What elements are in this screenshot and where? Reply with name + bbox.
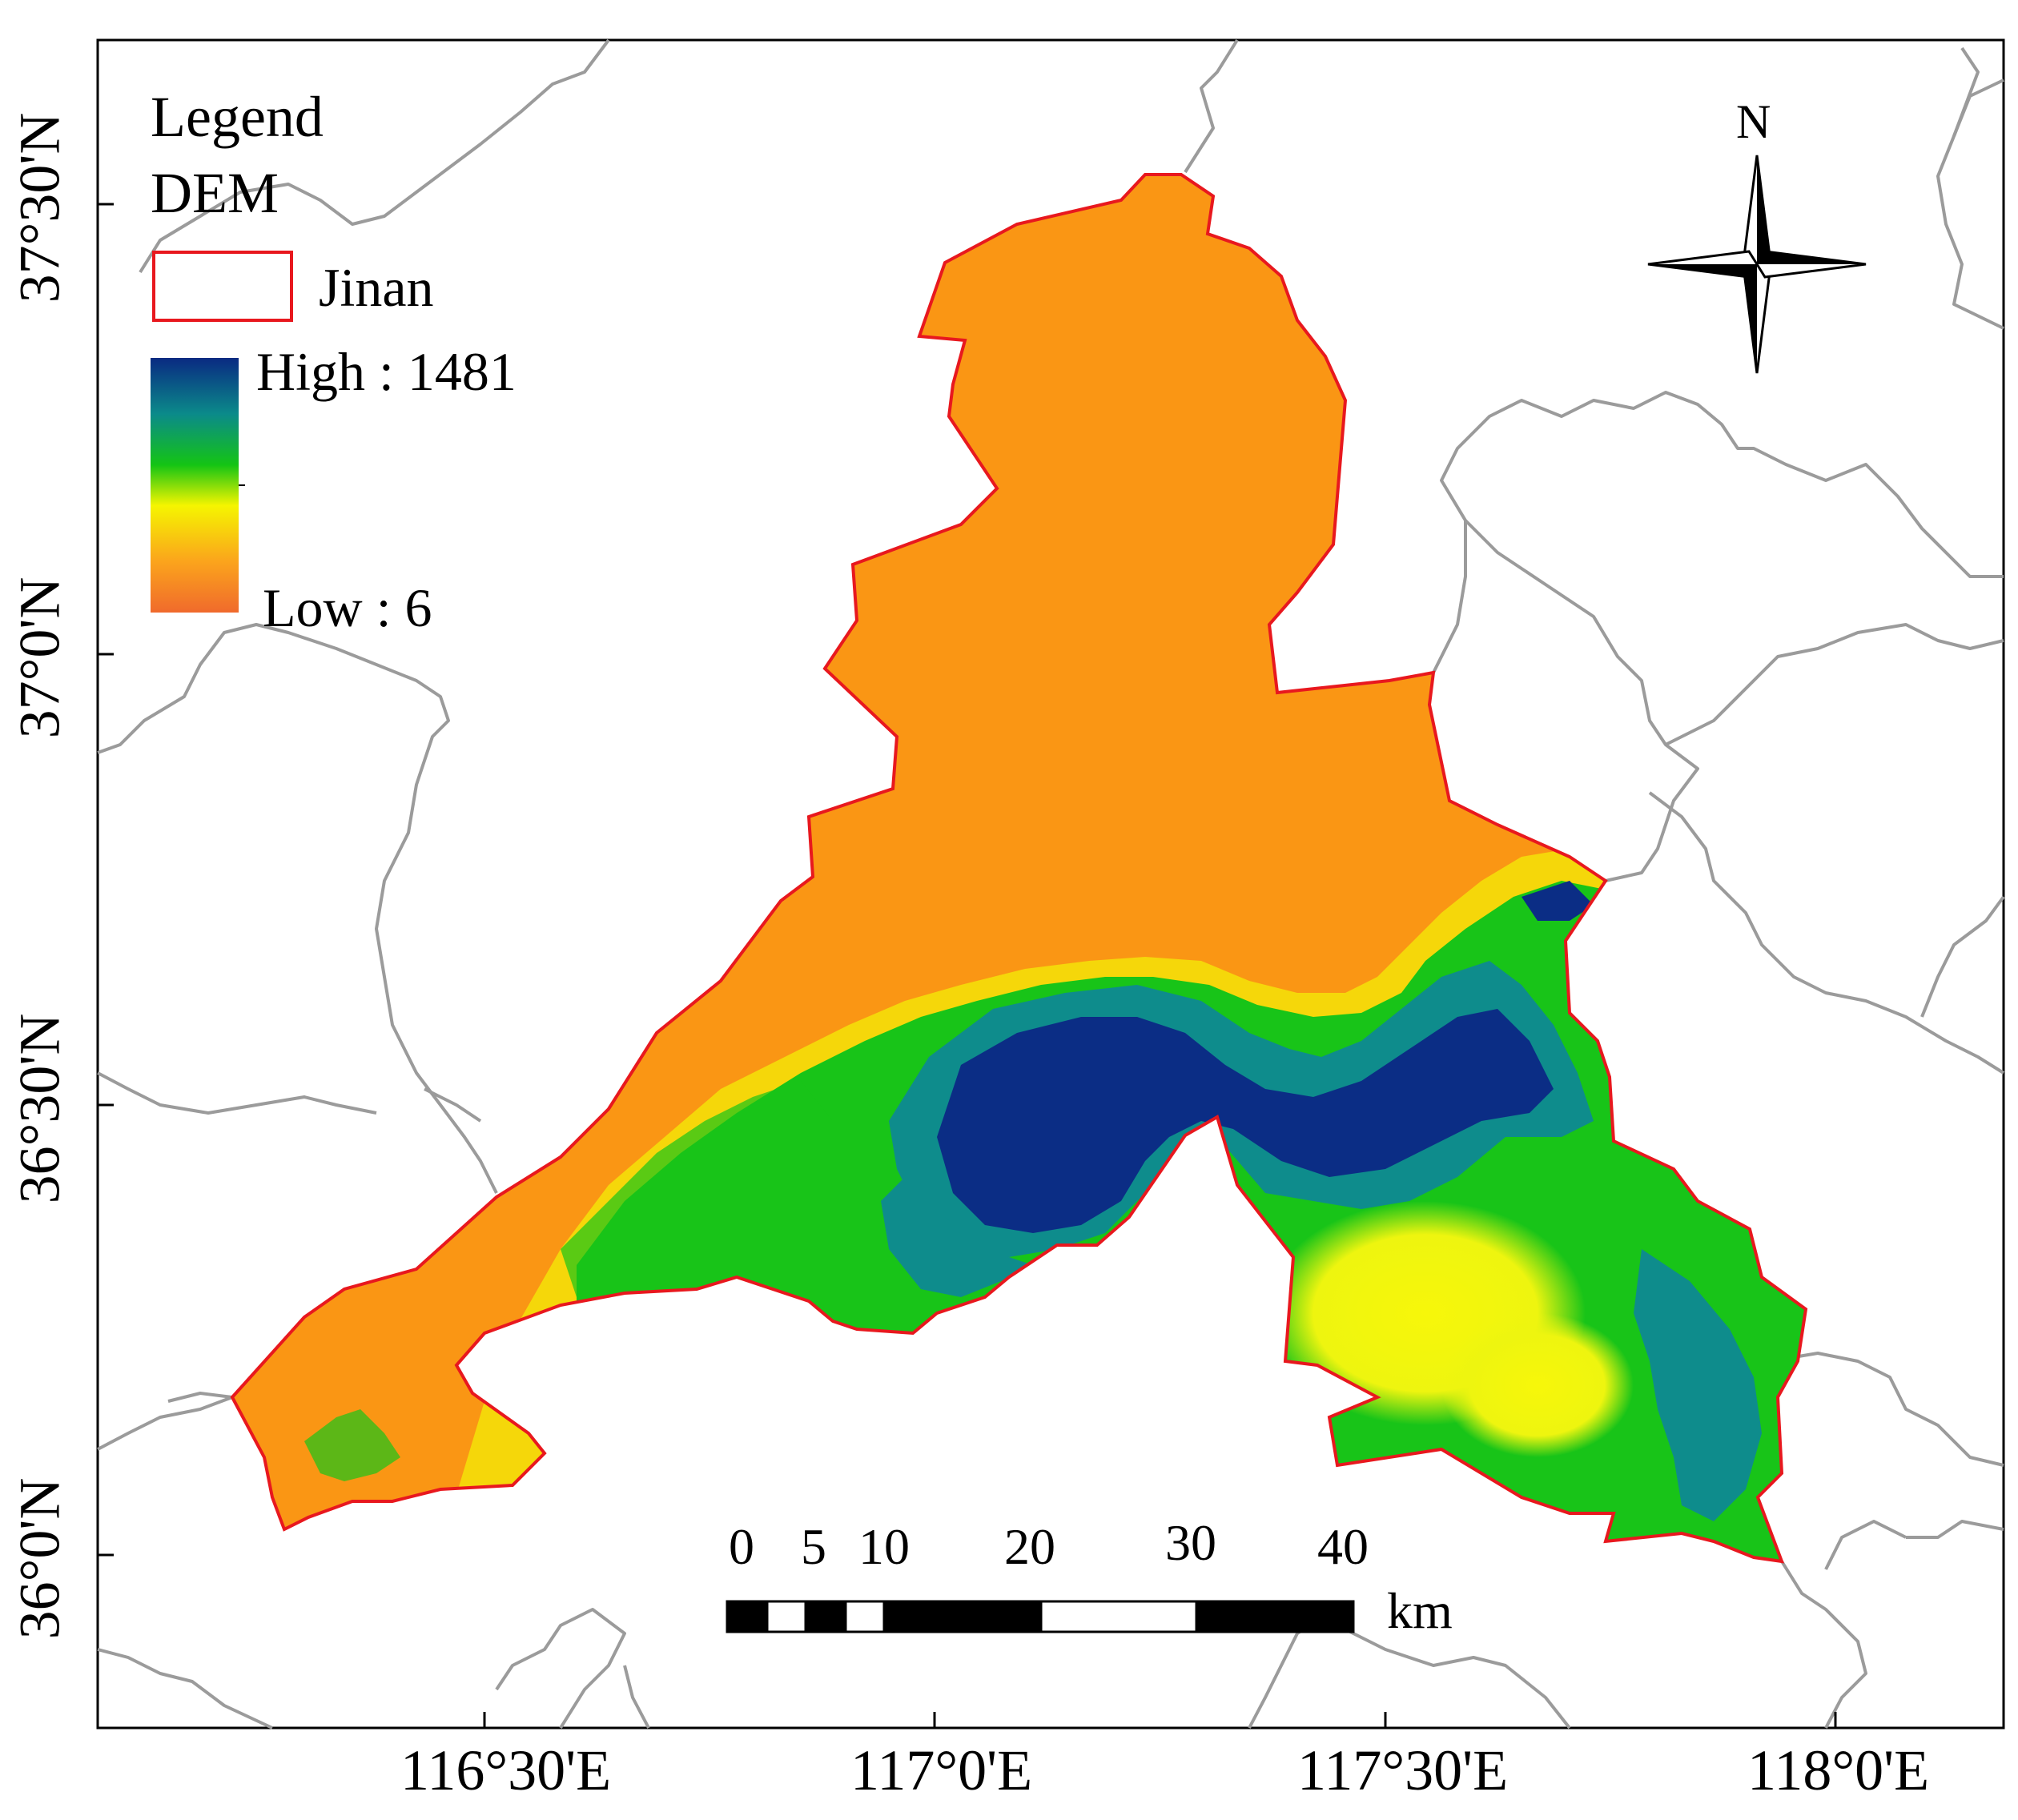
scale-seg-30-40 <box>1195 1600 1355 1633</box>
scale-seg-7.5-10 <box>844 1600 886 1633</box>
scale-tick-5: 5 <box>801 1518 826 1575</box>
neighbor-boundaries <box>97 38 2005 1730</box>
scale-seg-5-7.5 <box>804 1600 847 1633</box>
legend-low-label: Low : 6 <box>263 577 432 638</box>
scale-tick-10: 10 <box>858 1518 910 1575</box>
scale-tick-40: 40 <box>1317 1518 1369 1575</box>
scale-seg-0-2.5 <box>726 1600 769 1633</box>
scale-unit: km <box>1387 1582 1453 1639</box>
lon-label-117-0: 117°0'E <box>850 1738 1033 1802</box>
graticule-ticks <box>98 203 1837 1728</box>
lat-label-37-30: 37°30'N <box>7 112 72 303</box>
legend-title: Legend <box>151 85 324 149</box>
legend-boundary-label: Jinan <box>319 257 434 318</box>
lat-label-36-0: 36°0'N <box>7 1477 72 1640</box>
scale-seg-20-30 <box>1039 1600 1198 1633</box>
north-label: N <box>1736 95 1771 148</box>
lat-label-37-0: 37°0'N <box>7 577 72 739</box>
legend-boundary-swatch <box>152 251 293 322</box>
lat-label-36-30: 36°30'N <box>7 1013 72 1204</box>
scale-tick-0: 0 <box>729 1518 754 1575</box>
legend-color-ramp <box>151 358 239 613</box>
scale-tick-20: 20 <box>1004 1518 1055 1575</box>
legend-high-label: High : 1481 <box>256 341 517 402</box>
legend-layer-name: DEM <box>151 161 279 225</box>
scale-bar <box>726 1600 1355 1633</box>
scale-tick-30: 30 <box>1165 1514 1216 1571</box>
lon-label-118-0: 118°0'E <box>1747 1738 1930 1802</box>
scale-seg-2.5-5 <box>766 1600 807 1633</box>
lon-label-117-30: 117°30'E <box>1297 1738 1509 1802</box>
compass-rose-icon <box>1647 155 1867 374</box>
lon-label-116-30: 116°30'E <box>400 1738 612 1802</box>
scale-seg-10-20 <box>882 1600 1043 1633</box>
